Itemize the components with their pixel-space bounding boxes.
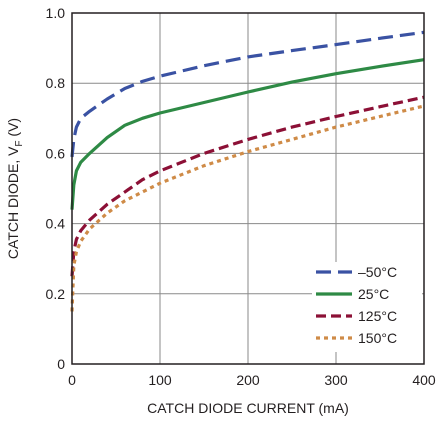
legend-label-4: 150°C (358, 330, 397, 346)
y-tick-label: 0.8 (46, 75, 66, 91)
series-line-3 (70, 95, 425, 277)
x-tick-label: 400 (412, 372, 436, 388)
legend-label-3: 125°C (358, 308, 397, 324)
y-axis-title-subscript: F (14, 140, 25, 146)
legend-background (312, 262, 422, 352)
y-tick-label: 1.0 (46, 5, 66, 21)
legend-label-2: 25°C (358, 286, 389, 302)
series-layer (70, 30, 425, 312)
y-tick-label: 0 (57, 356, 65, 372)
plot-frame (71, 12, 425, 365)
x-tick-label: 200 (236, 372, 260, 388)
x-tick-label: 0 (68, 372, 76, 388)
legend-label-1: –50°C (358, 264, 397, 280)
x-axis-title: CATCH DIODE CURRENT (mA) (147, 400, 349, 416)
x-tick-label: 300 (324, 372, 348, 388)
x-tick-label: 100 (148, 372, 172, 388)
y-axis-title-prefix: CATCH DIODE, V (5, 146, 21, 259)
series-line-1 (70, 30, 425, 158)
grid-lines (72, 13, 424, 364)
y-axis-title: CATCH DIODE, VF (V) (5, 118, 25, 259)
y-tick-label: 0.6 (46, 145, 66, 161)
y-tick-label: 0.2 (46, 286, 66, 302)
y-tick-label: 0.4 (46, 216, 66, 232)
legend: –50°C 25°C 125°C 150°C (312, 262, 422, 352)
tick-labels: 0 100 200 300 400 0 0.2 0.4 0.6 0.8 1.0 (46, 5, 436, 388)
y-axis-title-suffix: (V) (5, 118, 21, 141)
series-line-2 (70, 58, 425, 210)
